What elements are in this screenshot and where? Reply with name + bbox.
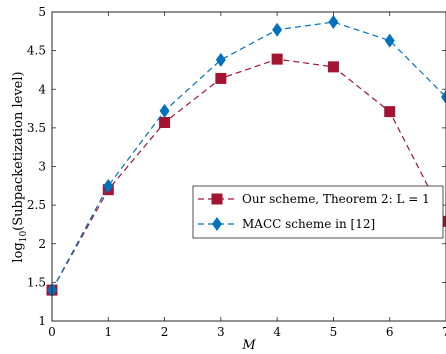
x-tick-label: 5: [330, 325, 338, 339]
x-tick-label: 1: [104, 325, 112, 339]
x-tick-label: 4: [273, 325, 281, 339]
x-tick-label: 0: [48, 325, 56, 339]
plot-background: [52, 12, 446, 321]
legend: Our scheme, Theorem 2: L = 1 MACC scheme …: [192, 185, 444, 239]
x-axis-label: M: [241, 338, 256, 353]
diamond-marker: [103, 178, 114, 193]
x-tick-label: 3: [217, 325, 225, 339]
legend-items: Our scheme, Theorem 2: L = 1 MACC scheme …: [198, 192, 430, 231]
series-line: [51, 21, 446, 291]
y-tick-label: 5: [38, 5, 46, 19]
diamond-marker: [441, 89, 446, 104]
diamond-marker: [159, 103, 170, 118]
square-marker: [384, 106, 396, 118]
square-marker: [271, 53, 283, 65]
square-marker: [327, 61, 339, 73]
legend-entry: MACC scheme in [12]: [198, 217, 375, 231]
x-tick-label: 2: [161, 325, 169, 339]
ticks-layer: 0123456711.522.533.544.55: [27, 5, 446, 339]
y-tick-label: 3.5: [27, 121, 46, 135]
legend-label: MACC scheme in [12]: [242, 217, 375, 231]
legend-marker: [211, 193, 223, 205]
legend-entry: Our scheme, Theorem 2: L = 1: [198, 192, 430, 206]
y-tick-label: 4.5: [27, 44, 46, 58]
diamond-marker: [272, 22, 283, 37]
diamond-marker: [328, 15, 339, 30]
y-tick-label: 2.5: [27, 198, 46, 212]
y-tick-label: 2: [38, 237, 46, 251]
y-axis-label: log10(Subpacketization level): [11, 71, 29, 262]
diamond-marker: [384, 33, 395, 48]
square-marker: [159, 116, 171, 128]
series-2: [47, 15, 446, 298]
x-tick-label: 6: [386, 325, 394, 339]
y-tick-label: 4: [38, 82, 46, 96]
x-tick-label: 7: [442, 325, 446, 339]
legend-box: [192, 185, 444, 239]
diamond-marker: [215, 52, 226, 67]
legend-label: Our scheme, Theorem 2: L = 1: [242, 192, 430, 206]
y-tick-label: 3: [38, 160, 46, 174]
legend-marker: [212, 217, 222, 231]
series-line: [51, 58, 446, 291]
y-tick-label: 1: [38, 314, 46, 328]
y-tick-label: 1.5: [27, 275, 46, 289]
square-marker: [215, 72, 227, 84]
series-layer: [46, 15, 446, 298]
